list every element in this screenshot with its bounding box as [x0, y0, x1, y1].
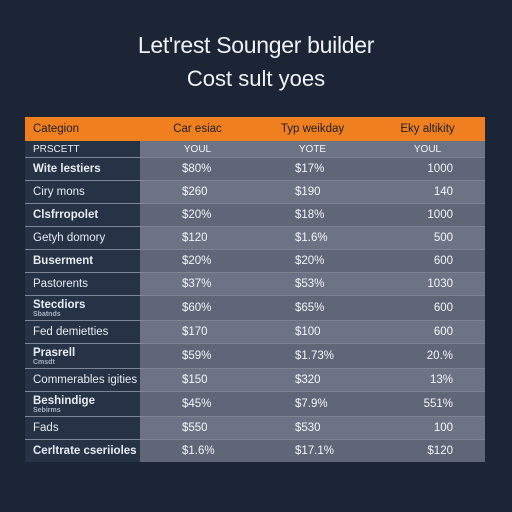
table-row: Getyh domory $120 $1.6% 500 [25, 226, 485, 250]
table-row: Cerltrate cseriioles $1.6% $17.1% $120 [25, 439, 485, 462]
table-row: Commerables igities $150 $320 13% [25, 368, 485, 392]
table-body: Prscett YOUL YOTE YOUL Wite lestiers $80%… [25, 141, 485, 462]
cell-col-2: $17.1% [255, 439, 370, 462]
units-row: Prscett YOUL YOTE YOUL [25, 141, 485, 158]
table-row: Pastorents $37% $53% 1030 [25, 272, 485, 296]
cell-col-2: $7.9% [255, 391, 370, 417]
units-label: Prscett [25, 141, 140, 158]
cell-col-3: 1030 [370, 272, 485, 296]
cell-col-1: $45% [140, 391, 255, 417]
cell-col-2: $1.6% [255, 226, 370, 250]
category-label: Getyh domory [33, 232, 106, 244]
cell-col-3: $120 [370, 439, 485, 462]
table-row: Stecdiors Sbatnds $60% $65% 600 [25, 295, 485, 321]
category-sublabel: Cmsdt [33, 358, 55, 366]
row-category: Wite lestiers [25, 157, 140, 181]
category-sublabel: Sbatnds [33, 310, 61, 318]
header-col-1: Car esiac [140, 117, 255, 141]
category-label: Fed demietties [33, 326, 109, 338]
cell-col-3: 500 [370, 226, 485, 250]
table-row: Ciry mons $260 $190 140 [25, 180, 485, 204]
page-title: Let'rest Sounger builder [137, 32, 375, 58]
cell-col-2: $100 [255, 320, 370, 344]
category-label: Ciry mons [33, 186, 85, 198]
cost-table-container: Categion Car esiac Typ weikday Eky altik… [25, 117, 485, 462]
row-category: Getyh domory [25, 226, 140, 250]
cell-col-3: 13% [370, 368, 485, 392]
unit-col-3: YOUL [370, 141, 485, 158]
table-row: Beshindige Sebirms $45% $7.9% 551% [25, 391, 485, 417]
cell-col-1: $1.6% [140, 439, 255, 462]
cell-col-1: $150 [140, 368, 255, 392]
unit-col-1: YOUL [140, 141, 255, 158]
table-row: Fads $550 $530 100 [25, 416, 485, 440]
row-category: Commerables igities [25, 368, 140, 392]
cell-col-3: 100 [370, 416, 485, 440]
row-category: Pastorents [25, 272, 140, 296]
cell-col-1: $59% [140, 343, 255, 369]
cell-col-1: $60% [140, 295, 255, 321]
category-label: Buserment [33, 255, 94, 267]
header-col-3: Eky altikity [370, 117, 485, 141]
table-row: Buserment $20% $20% 600 [25, 249, 485, 273]
header-col-2: Typ weikday [255, 117, 370, 141]
row-category: Beshindige Sebirms [25, 391, 140, 417]
row-category: Cerltrate cseriioles [25, 439, 140, 462]
row-category: Ciry mons [25, 180, 140, 204]
cell-col-1: $550 [140, 416, 255, 440]
cost-table: Categion Car esiac Typ weikday Eky altik… [25, 117, 485, 462]
title-block: Let'rest Sounger builder Cost sult yoes [0, 28, 512, 96]
cell-col-2: $53% [255, 272, 370, 296]
row-category: Fed demietties [25, 320, 140, 344]
cell-col-2: $530 [255, 416, 370, 440]
unit-col-2: YOTE [255, 141, 370, 158]
category-label: Pastorents [33, 278, 88, 290]
category-label: Commerables igities [33, 374, 138, 386]
cell-col-2: $65% [255, 295, 370, 321]
cell-col-3: 551% [370, 391, 485, 417]
row-category: Buserment [25, 249, 140, 273]
row-category: Clsfrropolet [25, 203, 140, 227]
cell-col-3: 600 [370, 249, 485, 273]
cell-col-2: $320 [255, 368, 370, 392]
cell-col-1: $260 [140, 180, 255, 204]
header-category: Categion [25, 117, 140, 141]
page-subtitle: Cost sult yoes [186, 66, 326, 91]
cell-col-1: $20% [140, 249, 255, 273]
cell-col-1: $120 [140, 226, 255, 250]
cell-col-1: $80% [140, 157, 255, 181]
table-row: Wite lestiers $80% $17% 1000 [25, 157, 485, 181]
cell-col-1: $37% [140, 272, 255, 296]
cell-col-2: $1.73% [255, 343, 370, 369]
cell-col-2: $20% [255, 249, 370, 273]
cell-col-3: 1000 [370, 203, 485, 227]
category-label: Prasrell [33, 346, 76, 359]
category-sublabel: Sebirms [33, 406, 61, 414]
row-category: Stecdiors Sbatnds [25, 295, 140, 321]
table-row: Prasrell Cmsdt $59% $1.73% 20.% [25, 343, 485, 369]
category-label: Fads [33, 422, 59, 434]
cell-col-3: 600 [370, 295, 485, 321]
row-category: Fads [25, 416, 140, 440]
category-label: Stecdiors [33, 298, 86, 311]
cell-col-3: 20.% [370, 343, 485, 369]
category-label: Wite lestiers [33, 163, 101, 175]
cell-col-1: $20% [140, 203, 255, 227]
row-category: Prasrell Cmsdt [25, 343, 140, 369]
table-row: Fed demietties $170 $100 600 [25, 320, 485, 344]
cell-col-3: 1000 [370, 157, 485, 181]
cell-col-2: $18% [255, 203, 370, 227]
cell-col-3: 600 [370, 320, 485, 344]
category-label: Clsfrropolet [33, 209, 99, 221]
cell-col-2: $17% [255, 157, 370, 181]
cell-col-1: $170 [140, 320, 255, 344]
cell-col-2: $190 [255, 180, 370, 204]
table-row: Clsfrropolet $20% $18% 1000 [25, 203, 485, 227]
category-label: Beshindige [33, 394, 95, 407]
category-label: Cerltrate cseriioles [33, 445, 137, 457]
table-header-row: Categion Car esiac Typ weikday Eky altik… [25, 117, 485, 141]
cell-col-3: 140 [370, 180, 485, 204]
